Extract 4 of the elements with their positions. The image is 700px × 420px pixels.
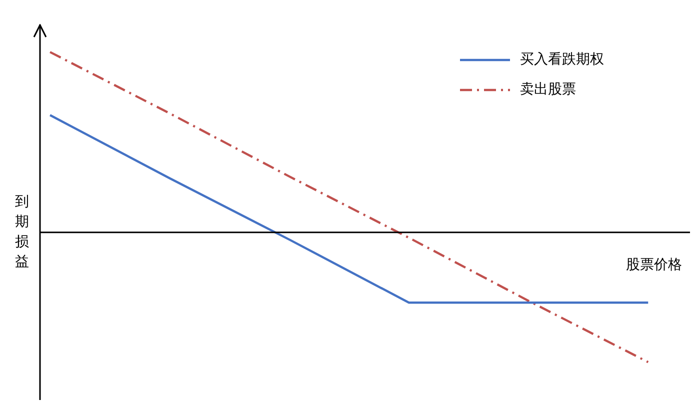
legend-label: 卖出股票 [520, 82, 576, 98]
y-axis-title: 到期损益 [15, 194, 29, 270]
x-axis-title: 股票价格 [626, 256, 682, 273]
legend-label: 买入看跌期权 [520, 52, 604, 68]
